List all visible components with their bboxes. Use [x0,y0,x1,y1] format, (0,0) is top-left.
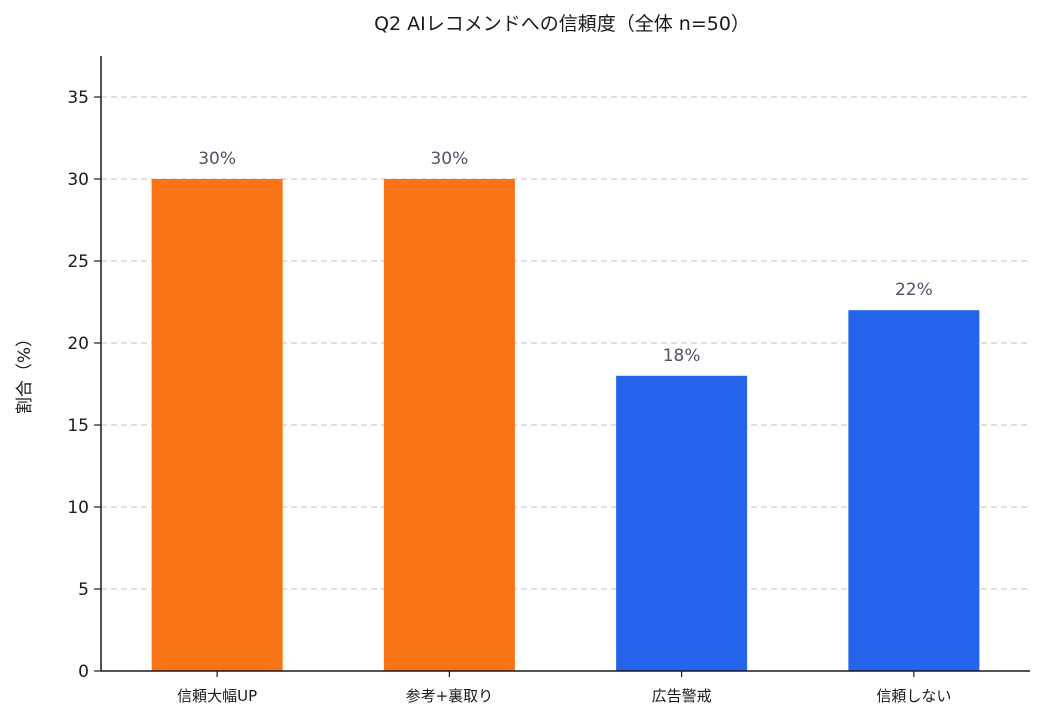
data-label-layer: 30% 30% 18% 22% [198,149,933,366]
x-tick-label: 信頼大幅UP [177,687,257,705]
bar-value-label: 30% [198,149,236,169]
y-tick-label: 20 [67,334,89,354]
bar-value-label: 18% [663,346,701,366]
x-tick-label: 信頼しない [876,687,951,705]
x-tick-label: 広告警戒 [652,687,712,705]
chart-title: Q2 AIレコメンドへの信頼度（全体 n=50） [374,13,750,35]
bar-value-label: 30% [430,149,468,169]
y-tick-label: 25 [67,252,89,272]
y-tick-label: 35 [67,88,89,108]
bar [616,375,748,671]
x-tick-label: 参考+裏取り [406,687,494,705]
bar [151,179,283,671]
y-tick-label: 30 [67,170,89,190]
y-axis-label: 割合（%） [15,330,35,414]
y-tick-label: 0 [78,662,89,682]
bar [848,310,980,671]
y-tick-label: 10 [67,498,89,518]
axis-layer: 0 5 10 15 20 25 30 35 信頼大幅UP 参考+裏取り 広告警戒 信頼しない [67,56,1030,705]
bar-layer [151,179,980,671]
y-tick-label: 15 [67,416,89,436]
bar [383,179,515,671]
bar-value-label: 22% [895,280,933,300]
y-tick-label: 5 [78,580,89,600]
